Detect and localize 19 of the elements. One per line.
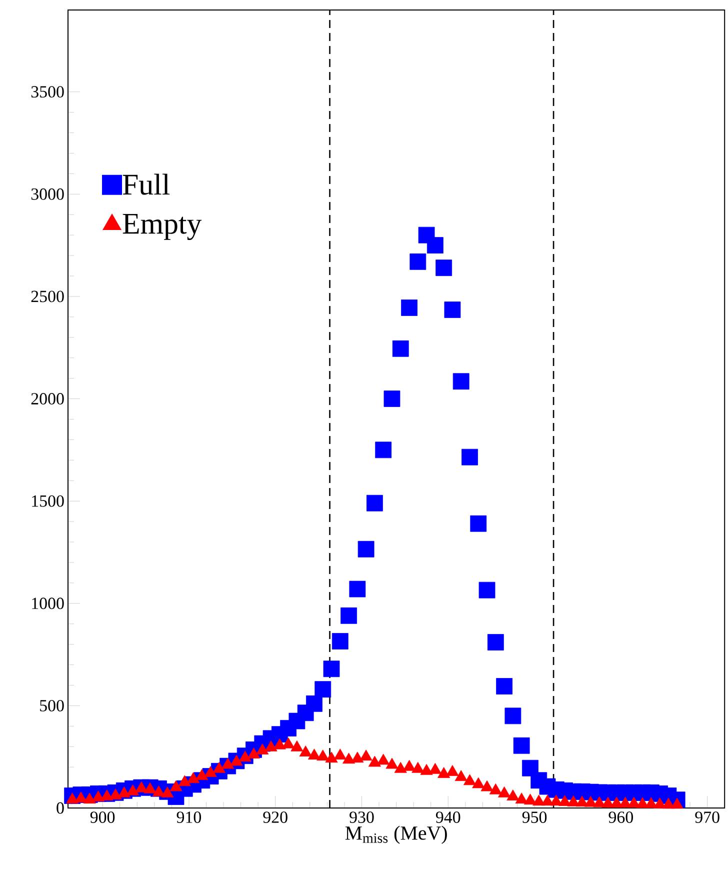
y-tick-label: 3500 (31, 86, 64, 98)
y-tick-label: 2000 (31, 393, 64, 404)
y-tick-label: 500 (40, 700, 64, 712)
x-tick-label: 930 (350, 812, 374, 823)
x-tick-label: 950 (522, 812, 547, 823)
x-tick-label: 970 (695, 812, 720, 823)
y-tick-label: 3000 (31, 188, 64, 200)
y-tick-label: 0 (56, 802, 64, 814)
x-axis-title: M$_{miss}$ (MeV) (345, 826, 447, 844)
x-tick-label: 960 (608, 812, 633, 823)
legend-label: Empty (122, 214, 202, 240)
x-tick-label: 940 (436, 812, 460, 823)
y-tick-label: 2500 (31, 290, 64, 302)
x-tick-label: 900 (90, 812, 115, 823)
x-tick-label: 910 (176, 812, 202, 823)
legend-label: Full (122, 174, 170, 195)
y-tick-label: 1000 (32, 598, 64, 610)
x-tick-label: 920 (263, 812, 288, 823)
y-tick-label: 1500 (32, 495, 64, 507)
